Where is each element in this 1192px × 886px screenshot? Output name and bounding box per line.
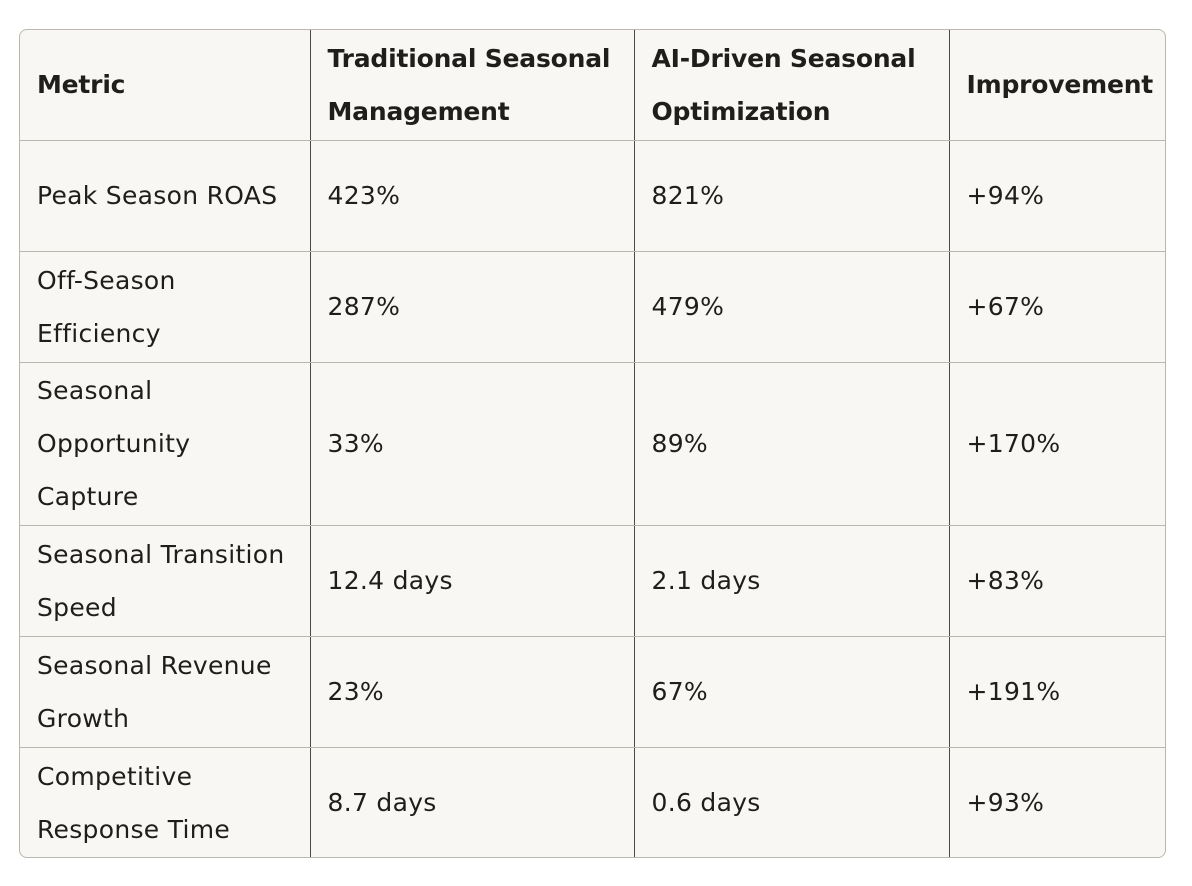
cell-traditional: 23% <box>310 636 635 748</box>
cell-improvement: +94% <box>949 140 1165 252</box>
cell-metric: Peak Season ROAS <box>20 140 311 252</box>
cell-traditional: 12.4 days <box>310 525 635 637</box>
table-header-row: Metric Traditional Seasonal Management A… <box>20 30 1165 141</box>
table-row: Seasonal Opportunity Capture 33% 89% +17… <box>20 362 1165 526</box>
table-row: Peak Season ROAS 423% 821% +94% <box>20 140 1165 252</box>
cell-ai-driven: 821% <box>634 140 950 252</box>
comparison-table-container: Metric Traditional Seasonal Management A… <box>19 29 1166 858</box>
cell-traditional: 8.7 days <box>310 747 635 857</box>
cell-metric: Off-Season Efficiency <box>20 251 311 363</box>
table-row: Off-Season Efficiency 287% 479% +67% <box>20 251 1165 363</box>
header-improvement: Improvement <box>949 30 1165 141</box>
table-row: Competitive Response Time 8.7 days 0.6 d… <box>20 747 1165 857</box>
table-row: Seasonal Transition Speed 12.4 days 2.1 … <box>20 525 1165 637</box>
cell-ai-driven: 479% <box>634 251 950 363</box>
cell-improvement: +67% <box>949 251 1165 363</box>
cell-traditional: 287% <box>310 251 635 363</box>
table-row: Seasonal Revenue Growth 23% 67% +191% <box>20 636 1165 748</box>
cell-ai-driven: 2.1 days <box>634 525 950 637</box>
cell-ai-driven: 0.6 days <box>634 747 950 857</box>
cell-improvement: +191% <box>949 636 1165 748</box>
cell-ai-driven: 67% <box>634 636 950 748</box>
header-traditional: Traditional Seasonal Management <box>310 30 635 141</box>
comparison-table: Metric Traditional Seasonal Management A… <box>20 30 1165 857</box>
cell-ai-driven: 89% <box>634 362 950 526</box>
cell-metric: Seasonal Transition Speed <box>20 525 311 637</box>
cell-improvement: +93% <box>966 788 1045 818</box>
cell-improvement: +83% <box>949 525 1165 637</box>
cell-metric: Competitive Response Time <box>20 747 311 857</box>
cell-metric: Seasonal Revenue Growth <box>20 636 311 748</box>
cell-metric: Seasonal Opportunity Capture <box>20 362 311 526</box>
header-ai-driven: AI-Driven Seasonal Optimization <box>634 30 950 141</box>
cell-traditional: 33% <box>310 362 635 526</box>
header-metric: Metric <box>20 30 311 141</box>
cell-improvement: +170% <box>949 362 1165 526</box>
cell-traditional: 423% <box>310 140 635 252</box>
